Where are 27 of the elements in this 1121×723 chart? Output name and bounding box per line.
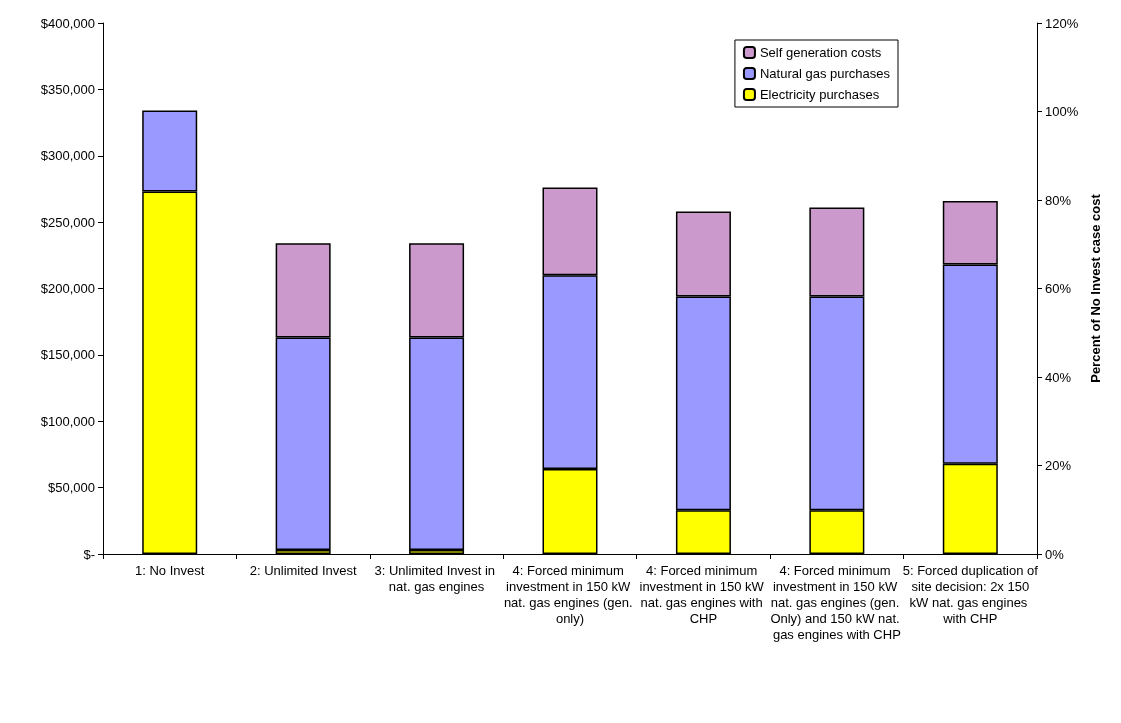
x-tick-label: 2: Unlimited Invest bbox=[249, 562, 357, 578]
y2-axis-title: Percent of No Invest case cost bbox=[1088, 193, 1104, 383]
y-tick-label: $400,000 bbox=[40, 15, 95, 31]
y2-tick-label: 40% bbox=[1045, 369, 1072, 385]
y2-tick-label: 120% bbox=[1045, 15, 1079, 31]
y2-tick-label: 60% bbox=[1045, 281, 1072, 296]
x-tick-label: 5: Forced duplication of site decision: 2x 150 kW nat. gas engines with CHP bbox=[902, 562, 1039, 626]
x-tick-label: 1: No Invest bbox=[135, 562, 205, 578]
y2-tick-label: 20% bbox=[1045, 458, 1072, 473]
x-tick-label: 3: Unlimited Invest in nat. gas engines bbox=[374, 562, 499, 594]
x-tick-label: 4: Forced minimum investment in 150 kW nat. gas engines (gen. only) bbox=[503, 562, 637, 626]
x-tick-label: 4: Forced minimum investment in 150 kW nat. gas engines with CHP bbox=[639, 562, 768, 626]
legend-label: Electricity purchases bbox=[759, 87, 880, 102]
legend-label: Self generation costs bbox=[759, 45, 882, 60]
y-tick-label: $100,000 bbox=[40, 413, 95, 429]
y2-tick-label: 100% bbox=[1045, 104, 1079, 119]
y2-tick-label: 0% bbox=[1045, 546, 1065, 562]
x-tick-label: 4: Forced minimum investment in 150 kW nat. gas engines (gen. Only) and 150 kW nat. gas engines with CHP bbox=[770, 562, 904, 642]
y-tick-label: $150,000 bbox=[40, 347, 95, 363]
y2-tick-label: 80% bbox=[1045, 192, 1072, 208]
y-tick-label: $300,000 bbox=[40, 148, 95, 164]
y-tick-label: $250,000 bbox=[40, 214, 95, 230]
y-tick-label: $- bbox=[83, 546, 95, 562]
y-tick-label: $50,000 bbox=[48, 480, 95, 496]
legend-label: Natural gas purchases bbox=[759, 66, 891, 81]
y-tick-label: $350,000 bbox=[40, 81, 95, 97]
y-tick-label: $200,000 bbox=[40, 281, 95, 296]
